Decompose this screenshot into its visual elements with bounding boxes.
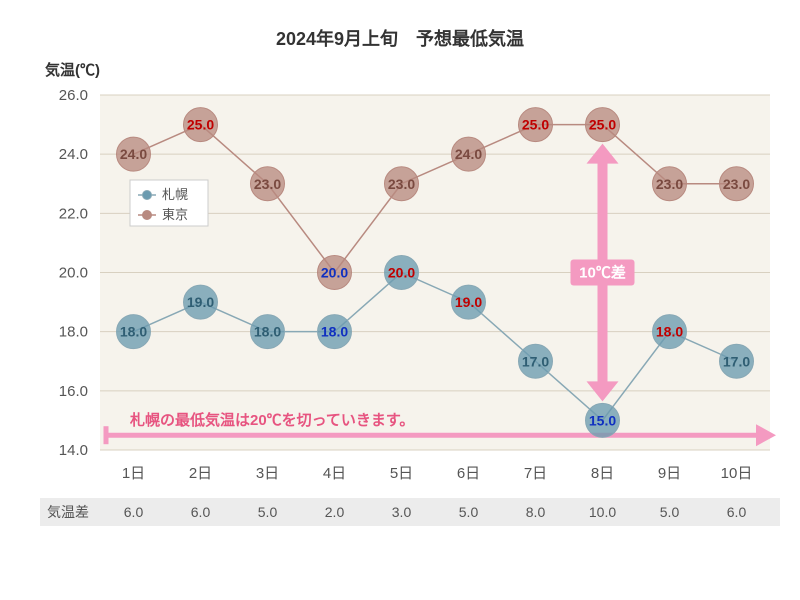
- legend-label: 東京: [162, 207, 188, 222]
- y-tick-label: 24.0: [59, 146, 88, 163]
- x-tick-label: 1日: [122, 465, 145, 482]
- diff-row-label: 気温差: [47, 504, 89, 520]
- legend-label: 札幌: [162, 187, 188, 202]
- y-axis-title: 気温(℃): [45, 61, 100, 79]
- data-label: 19.0: [455, 294, 482, 310]
- legend-marker: [143, 191, 152, 200]
- data-label: 25.0: [589, 117, 616, 133]
- y-tick-label: 20.0: [59, 265, 88, 282]
- diff-cell: 5.0: [660, 504, 680, 520]
- x-tick-label: 7日: [524, 465, 547, 482]
- chart-svg: 2024年9月上旬 予想最低気温気温(℃) 14.0 16.0 18.0 20.0 22.…: [0, 0, 800, 600]
- y-tick-label: 18.0: [59, 324, 88, 341]
- diff-cell: 2.0: [325, 504, 345, 520]
- data-label: 25.0: [187, 117, 214, 133]
- bottom-annotation-text: 札幌の最低気温は20℃を切っていきます。: [129, 411, 414, 429]
- y-tick-label: 16.0: [59, 383, 88, 400]
- diff-cell: 5.0: [258, 504, 278, 520]
- data-label: 23.0: [723, 176, 750, 192]
- data-label: 18.0: [120, 324, 147, 340]
- x-tick-label: 5日: [390, 465, 413, 482]
- data-label: 20.0: [321, 265, 348, 281]
- data-label: 23.0: [254, 176, 281, 192]
- diff-cell: 8.0: [526, 504, 546, 520]
- legend-marker: [143, 211, 152, 220]
- diff-cell: 6.0: [727, 504, 747, 520]
- data-label: 25.0: [522, 117, 549, 133]
- gap-label-text: 10℃差: [579, 264, 626, 282]
- diff-cell: 6.0: [191, 504, 211, 520]
- data-label: 23.0: [656, 176, 683, 192]
- diff-cell: 10.0: [589, 504, 616, 520]
- x-tick-label: 8日: [591, 465, 614, 482]
- x-tick-label: 3日: [256, 465, 279, 482]
- y-tick-label: 14.0: [59, 442, 88, 459]
- data-label: 19.0: [187, 294, 214, 310]
- data-label: 24.0: [120, 146, 147, 162]
- chart-title: 2024年9月上旬 予想最低気温: [276, 28, 524, 49]
- diff-cell: 6.0: [124, 504, 144, 520]
- data-label: 24.0: [455, 146, 482, 162]
- diff-cell: 3.0: [392, 504, 412, 520]
- diff-cell: 5.0: [459, 504, 479, 520]
- x-tick-label: 6日: [457, 465, 480, 482]
- x-tick-label: 9日: [658, 465, 681, 482]
- x-tick-label: 2日: [189, 465, 212, 482]
- data-label: 18.0: [656, 324, 683, 340]
- data-label: 20.0: [388, 265, 415, 281]
- data-label: 17.0: [723, 353, 750, 369]
- data-label: 15.0: [589, 412, 616, 428]
- x-tick-label: 10日: [721, 465, 753, 482]
- data-label: 18.0: [254, 324, 281, 340]
- x-tick-label: 4日: [323, 465, 346, 482]
- data-label: 18.0: [321, 324, 348, 340]
- data-label: 23.0: [388, 176, 415, 192]
- temperature-chart: 2024年9月上旬 予想最低気温気温(℃) 14.0 16.0 18.0 20.0 22.…: [0, 0, 800, 600]
- data-label: 17.0: [522, 353, 549, 369]
- y-tick-label: 26.0: [59, 87, 88, 104]
- y-tick-label: 22.0: [59, 205, 88, 222]
